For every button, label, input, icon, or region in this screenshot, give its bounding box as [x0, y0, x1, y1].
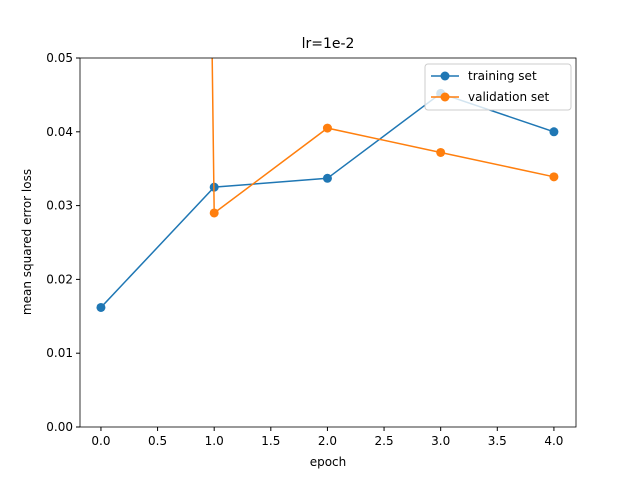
x-tick-label: 3.5	[488, 434, 507, 448]
y-tick-label: 0.03	[46, 199, 73, 213]
axes-frame	[79, 57, 577, 428]
legend-label: validation set	[468, 90, 550, 104]
x-tick-label: 4.0	[544, 434, 563, 448]
data-point	[96, 302, 106, 312]
data-point	[322, 173, 332, 183]
x-tick-label: 1.0	[205, 434, 224, 448]
y-tick-label: 0.04	[46, 125, 73, 139]
y-tick-label: 0.01	[46, 346, 73, 360]
data-point	[436, 147, 446, 157]
x-tick-label: 1.5	[261, 434, 280, 448]
x-tick-label: 0.0	[91, 434, 110, 448]
data-point	[322, 123, 332, 133]
legend-marker	[440, 71, 450, 81]
chart-title: lr=1e-2	[302, 36, 355, 52]
y-tick-label: 0.00	[46, 420, 73, 434]
y-tick-label: 0.05	[46, 51, 73, 65]
data-point	[549, 127, 559, 137]
data-point	[209, 208, 219, 218]
legend-label: training set	[468, 69, 537, 83]
x-tick-label: 2.0	[318, 434, 337, 448]
y-tick-label: 0.02	[46, 272, 73, 286]
legend-marker	[440, 92, 450, 102]
y-axis-label: mean squared error loss	[20, 169, 34, 315]
x-tick-label: 2.5	[375, 434, 394, 448]
x-axis-label: epoch	[310, 455, 347, 469]
x-tick-label: 0.5	[148, 434, 167, 448]
data-point	[549, 172, 559, 182]
x-tick-label: 3.0	[431, 434, 450, 448]
legend-box	[424, 63, 572, 111]
